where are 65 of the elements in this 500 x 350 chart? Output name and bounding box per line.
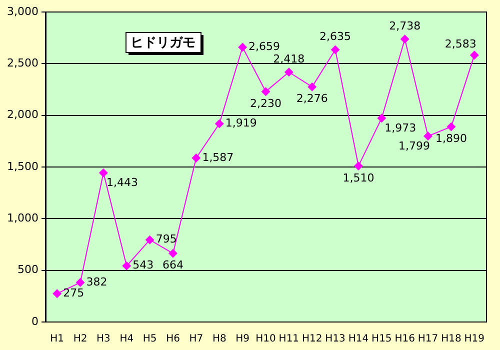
data-label: 275 (63, 286, 84, 300)
point (98, 168, 108, 178)
data-label: 2,659 (248, 40, 280, 54)
y-tick-label: 3,000 (6, 4, 38, 18)
data-label: 2,583 (444, 37, 476, 50)
data-label: 2,276 (296, 92, 328, 106)
point (168, 248, 178, 258)
x-tick-label: H3 (96, 334, 110, 345)
x-tick-label: H9 (236, 334, 250, 345)
x-tick-label: H6 (166, 334, 180, 345)
point (214, 119, 224, 128)
data-label: 1,973 (384, 121, 416, 134)
point (400, 34, 410, 44)
x-tick-label: H10 (256, 334, 276, 345)
data-label: 1,510 (342, 171, 374, 184)
data-label: 2,738 (389, 19, 421, 32)
point (308, 82, 317, 92)
point (122, 261, 132, 270)
data-label: 2,635 (320, 30, 352, 44)
point (192, 154, 201, 163)
y-tick-label: 1,500 (6, 160, 38, 173)
x-tick-label: H15 (372, 334, 392, 345)
data-label: 2,418 (273, 52, 305, 66)
x-tick-label: H13 (325, 334, 346, 345)
y-tick-label: 1,000 (6, 212, 38, 225)
x-tick-label: H18 (441, 334, 462, 345)
point (52, 289, 62, 298)
data-label: 382 (86, 275, 108, 288)
data-label: 543 (132, 258, 154, 272)
y-tick-label: 2,500 (6, 56, 38, 70)
y-tick-label: 0 (31, 314, 38, 328)
data-label: 1,799 (398, 139, 430, 152)
point (261, 87, 270, 96)
y-tick-label: 500 (17, 263, 38, 276)
x-tick-label: H4 (120, 334, 134, 345)
data-label: 1,443 (106, 176, 138, 190)
text: ヒドリガモ (130, 35, 196, 50)
point (470, 50, 479, 60)
point (354, 161, 363, 170)
x-tick-label: H16 (394, 334, 415, 345)
x-tick-label: H5 (142, 334, 157, 345)
x-tick-label: H8 (212, 334, 226, 345)
point (446, 122, 456, 132)
data-label: 2,230 (250, 96, 282, 110)
x-tick-label: H19 (464, 334, 485, 345)
x-tick-label: H11 (278, 334, 300, 345)
x-tick-label: H14 (348, 334, 369, 345)
point (424, 132, 433, 141)
point (76, 278, 85, 288)
x-tick-label: H7 (189, 334, 204, 345)
data-label: 1,587 (202, 150, 234, 164)
data-label: 664 (162, 258, 184, 272)
point (330, 45, 340, 54)
x-tick-label: H2 (73, 334, 88, 345)
data-label: 1,890 (435, 132, 467, 146)
x-tick-label: H12 (302, 334, 322, 345)
point (377, 114, 386, 123)
data-label: 795 (156, 232, 177, 246)
x-tick-label: H1 (50, 334, 64, 345)
data-label: 1,919 (225, 116, 257, 130)
point (284, 68, 294, 77)
y-tick-label: 2,000 (6, 108, 38, 122)
point (145, 235, 154, 244)
point (238, 42, 248, 52)
x-tick-label: H17 (418, 334, 438, 345)
